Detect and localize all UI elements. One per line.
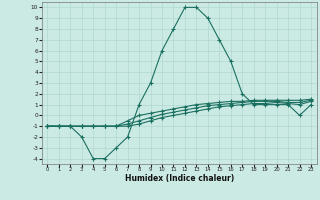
X-axis label: Humidex (Indice chaleur): Humidex (Indice chaleur) (124, 174, 234, 183)
